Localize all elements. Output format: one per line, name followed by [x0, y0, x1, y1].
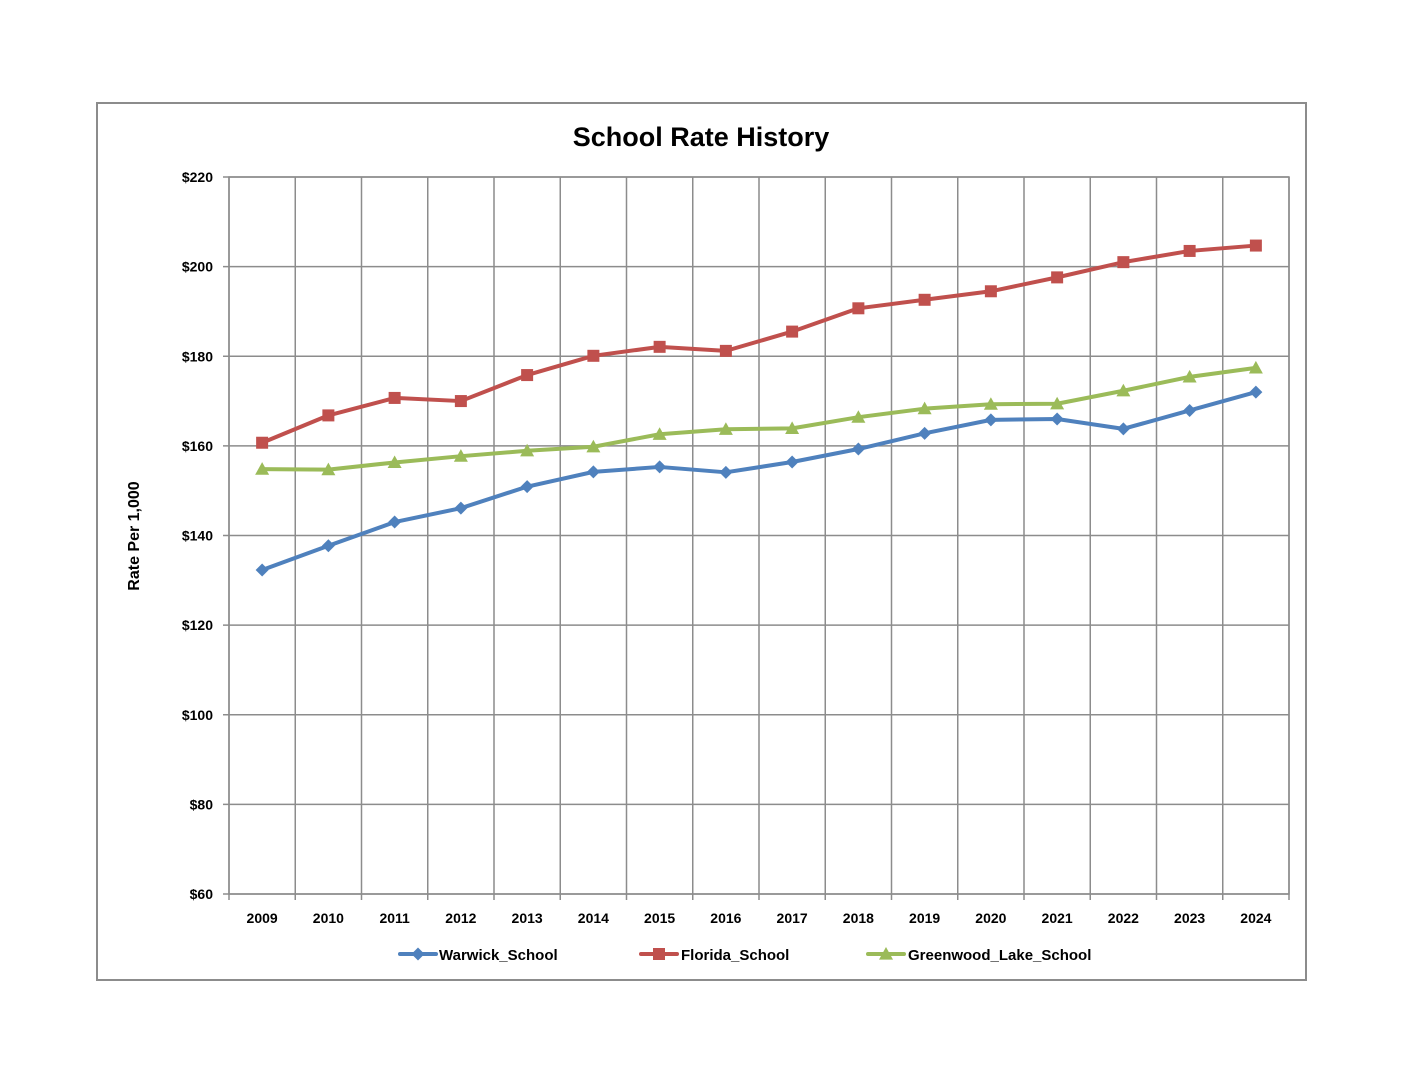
data-point-greenwood-lake-school: [255, 462, 270, 475]
series-warwick-school: [255, 385, 1263, 577]
x-tick-label: 2012: [445, 910, 476, 926]
data-point-greenwood-lake-school: [718, 422, 733, 435]
data-point-greenwood-lake-school: [321, 462, 336, 476]
x-tick-label: 2013: [512, 910, 543, 926]
legend-item-florida-school: Florida_School: [639, 947, 789, 964]
series-line-warwick-school: [260, 390, 1258, 573]
data-point-florida-school: [918, 293, 931, 306]
x-tick-label: 2016: [710, 910, 741, 926]
legend-item-warwick-school: Warwick_School: [398, 947, 558, 964]
legend-marker: [879, 947, 893, 960]
data-point-florida-school: [322, 409, 335, 422]
x-tick-label: 2011: [379, 910, 410, 926]
data-point-greenwood-lake-school: [983, 397, 998, 410]
data-point-greenwood-lake-school: [1116, 383, 1131, 397]
data-point-warwick-school: [586, 465, 600, 479]
data-point-greenwood-lake-school: [1182, 369, 1197, 383]
y-tick-label: $160: [182, 438, 213, 454]
data-point-florida-school: [653, 340, 666, 353]
x-tick-label: 2020: [975, 910, 1006, 926]
y-tick-label: $140: [182, 528, 213, 544]
x-tick-label: 2017: [777, 910, 808, 926]
y-tick-label: $120: [182, 617, 213, 633]
data-point-warwick-school: [1249, 385, 1263, 399]
data-point-greenwood-lake-school: [453, 449, 468, 462]
data-point-warwick-school: [321, 539, 335, 553]
y-tick-label: $180: [182, 348, 213, 364]
data-point-greenwood-lake-school: [520, 443, 535, 457]
data-point-greenwood-lake-school: [851, 410, 866, 423]
data-point-warwick-school: [653, 460, 667, 474]
x-tick-label: 2015: [644, 910, 675, 926]
x-tick-label: 2014: [578, 910, 609, 926]
legend-label: Florida_School: [681, 947, 789, 964]
y-axis-label: Rate Per 1,000: [126, 481, 143, 591]
data-point-florida-school: [852, 302, 865, 315]
x-tick-label: 2022: [1108, 910, 1139, 926]
data-point-florida-school: [256, 436, 269, 449]
series-layer: [255, 239, 1263, 577]
data-point-greenwood-lake-school: [652, 427, 667, 440]
legend-item-greenwood-lake-school: Greenwood_Lake_School: [866, 947, 1091, 964]
legend-label: Warwick_School: [439, 947, 558, 964]
data-point-warwick-school: [454, 501, 468, 515]
data-point-florida-school: [719, 344, 732, 357]
data-point-florida-school: [1183, 244, 1196, 257]
data-point-florida-school: [1117, 256, 1130, 269]
data-point-greenwood-lake-school: [387, 455, 402, 469]
data-point-florida-school: [521, 369, 534, 382]
data-point-florida-school: [984, 285, 997, 298]
data-point-florida-school: [454, 395, 467, 408]
data-point-warwick-school: [520, 480, 534, 494]
y-tick-label: $80: [190, 796, 214, 812]
data-point-greenwood-lake-school: [1248, 360, 1263, 374]
x-tick-label: 2021: [1042, 910, 1073, 926]
grid-lines: [228, 176, 1290, 895]
data-point-warwick-school: [785, 455, 799, 469]
data-point-florida-school: [1249, 239, 1262, 252]
data-point-warwick-school: [851, 442, 865, 456]
chart-title: School Rate History: [573, 122, 830, 152]
data-point-greenwood-lake-school: [1050, 396, 1065, 410]
y-tick-label: $100: [182, 707, 213, 723]
data-point-warwick-school: [388, 515, 402, 529]
data-point-warwick-school: [1050, 412, 1064, 426]
data-point-warwick-school: [984, 413, 998, 427]
y-tick-labels: $60 $80 $100 $120 $140 $160 $180 $200 $220: [182, 169, 213, 902]
series-greenwood-lake-school: [255, 360, 1263, 476]
chart-frame: [96, 102, 1307, 981]
x-tick-label: 2023: [1174, 910, 1205, 926]
series-line-greenwood-lake-school: [260, 365, 1258, 472]
legend-label: Greenwood_Lake_School: [908, 947, 1091, 964]
x-tick-labels: 2009 2010 2011 2012 2013 2014 2015 2016 2017 2018…: [247, 910, 1272, 926]
data-point-greenwood-lake-school: [785, 421, 800, 434]
y-tick-label: $220: [182, 169, 213, 185]
x-tick-label: 2010: [313, 910, 344, 926]
y-tick-label: $60: [190, 886, 214, 902]
data-point-greenwood-lake-school: [586, 439, 601, 453]
series-florida-school: [256, 239, 1262, 449]
data-point-warwick-school: [255, 563, 269, 577]
data-point-florida-school: [587, 349, 600, 362]
x-tick-label: 2018: [843, 910, 874, 926]
y-tick-label: $200: [182, 259, 213, 275]
data-point-florida-school: [786, 325, 799, 338]
data-point-warwick-school: [1183, 403, 1197, 417]
legend-marker: [653, 948, 665, 960]
data-point-florida-school: [1051, 271, 1064, 284]
data-point-warwick-school: [1116, 422, 1130, 436]
x-tick-label: 2019: [909, 910, 940, 926]
axes: [223, 176, 1290, 900]
legend-marker: [411, 947, 425, 961]
data-point-florida-school: [388, 391, 401, 404]
series-line-florida-school: [260, 243, 1258, 445]
x-tick-label: 2024: [1240, 910, 1271, 926]
data-point-warwick-school: [719, 465, 733, 479]
legend: Warwick_School Florida_School Greenwood_La…: [398, 947, 1091, 964]
data-point-greenwood-lake-school: [917, 401, 932, 415]
data-point-warwick-school: [918, 426, 932, 440]
x-tick-label: 2009: [247, 910, 278, 926]
